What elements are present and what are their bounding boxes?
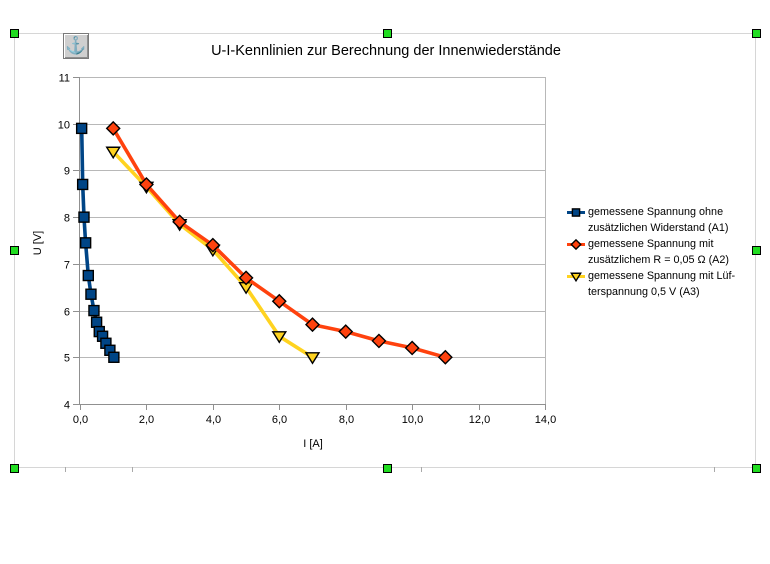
legend-label: gemessene Spannung mit Lüf- terspannung … bbox=[588, 270, 736, 298]
y-tick-label: 5 bbox=[64, 353, 70, 365]
data-point-diamond-marker bbox=[305, 317, 320, 333]
data-point-square-marker bbox=[571, 208, 581, 217]
data-point-square-marker bbox=[75, 122, 88, 135]
data-point-diamond-marker bbox=[172, 214, 188, 230]
x-axis-title: I [A] bbox=[303, 438, 323, 450]
legend-triangle-marker-icon bbox=[567, 270, 585, 288]
selection-handle-bottom-right[interactable] bbox=[752, 464, 761, 473]
x-tick-label: 4,0 bbox=[206, 414, 221, 426]
y-axis-title: U [V] bbox=[32, 230, 44, 256]
x-tick-label: 10,0 bbox=[402, 414, 423, 426]
data-point-square-marker bbox=[88, 304, 100, 317]
data-point-triangle-down-marker bbox=[105, 146, 121, 160]
selection-handle-bottom-left[interactable] bbox=[10, 464, 19, 473]
chart-legend: gemessene Spannung ohne zusätzlichen Wid… bbox=[567, 204, 763, 300]
y-tick-label: 8 bbox=[64, 213, 70, 225]
anchor-icon[interactable]: ⚓ bbox=[63, 33, 89, 59]
y-tick-label: 9 bbox=[64, 166, 70, 178]
legend-entry: gemessene Spannung mit zusätzlichem R = … bbox=[567, 236, 763, 268]
legend-square-marker-icon bbox=[567, 206, 585, 224]
data-point-triangle-down-marker bbox=[271, 331, 288, 344]
selection-handle-middle-right[interactable] bbox=[752, 246, 761, 255]
legend-label: gemessene Spannung mit zusätzlichem R = … bbox=[588, 238, 729, 266]
data-point-diamond-marker bbox=[371, 333, 387, 349]
data-point-square-marker bbox=[108, 351, 120, 363]
legend-diamond-marker-icon bbox=[567, 238, 585, 256]
series-line-1 bbox=[111, 126, 448, 360]
x-tick-label: 8,0 bbox=[339, 414, 354, 426]
data-point-triangle-down-marker bbox=[570, 272, 582, 283]
selection-handle-top-left[interactable] bbox=[10, 29, 19, 38]
y-tick-label: 10 bbox=[58, 120, 70, 132]
anchor-glyph: ⚓ bbox=[65, 36, 87, 55]
cell-gridline-stub bbox=[132, 467, 133, 472]
y-tick-label: 6 bbox=[64, 307, 70, 319]
data-point-square-marker bbox=[76, 178, 89, 191]
x-tick-label: 0,0 bbox=[73, 414, 88, 426]
legend-entry: gemessene Spannung mit Lüf- terspannung … bbox=[567, 268, 763, 300]
data-point-triangle-down-marker bbox=[304, 352, 321, 365]
x-tick-label: 14,0 bbox=[535, 414, 556, 426]
x-tick-label: 12,0 bbox=[469, 414, 490, 426]
data-point-diamond-marker bbox=[271, 293, 287, 309]
selection-handle-top-right[interactable] bbox=[752, 29, 761, 38]
cell-gridline-stub bbox=[421, 467, 422, 472]
data-point-diamond-marker bbox=[570, 238, 582, 251]
cell-gridline-stub bbox=[65, 467, 66, 472]
selection-handle-middle-left[interactable] bbox=[10, 246, 19, 255]
data-point-square-marker bbox=[79, 237, 92, 249]
data-point-square-marker bbox=[85, 288, 97, 300]
x-tick-label: 2,0 bbox=[139, 414, 154, 426]
data-point-diamond-marker bbox=[138, 176, 154, 192]
chart-title: U-I-Kennlinien zur Berechnung der Innenw… bbox=[211, 43, 561, 59]
data-point-diamond-marker bbox=[238, 270, 254, 286]
x-tick-label: 6,0 bbox=[272, 414, 287, 426]
data-point-diamond-marker bbox=[437, 349, 453, 365]
selection-handle-bottom-middle[interactable] bbox=[383, 464, 392, 473]
data-point-diamond-marker bbox=[404, 340, 420, 356]
data-point-square-marker bbox=[78, 211, 90, 223]
cell-gridline-stub bbox=[714, 467, 715, 472]
y-tick-label: 4 bbox=[64, 400, 70, 412]
y-tick-label: 7 bbox=[64, 260, 70, 272]
data-point-square-marker bbox=[90, 316, 103, 328]
data-point-square-marker bbox=[82, 269, 95, 282]
legend-entry: gemessene Spannung ohne zusätzlichen Wid… bbox=[567, 204, 763, 236]
data-point-diamond-marker bbox=[338, 324, 354, 340]
y-tick-label: 11 bbox=[59, 73, 70, 85]
selection-handle-top-middle[interactable] bbox=[383, 29, 392, 38]
data-point-diamond-marker bbox=[205, 237, 221, 253]
legend-label: gemessene Spannung ohne zusätzlichen Wid… bbox=[588, 206, 729, 234]
data-point-diamond-marker bbox=[105, 120, 121, 136]
